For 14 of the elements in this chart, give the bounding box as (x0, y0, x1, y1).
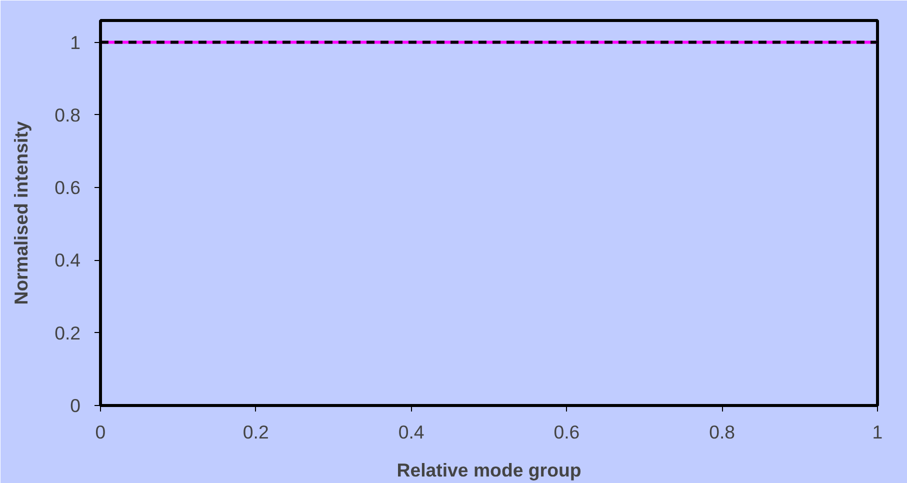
x-axis-title: Relative mode group (396, 460, 582, 480)
y-tick-label: 0.8 (54, 104, 81, 126)
x-tick-label: 0 (95, 422, 106, 442)
y-tick-label: 0.4 (54, 250, 81, 271)
x-tick-label: 0.4 (398, 422, 424, 442)
x-tick-label: 0.2 (242, 422, 269, 442)
y-axis-title: Normalised intensity (10, 120, 32, 305)
x-tick-label: 1 (872, 422, 883, 442)
y-tick-label: 1 (70, 32, 81, 53)
x-tick-label: 0.8 (709, 422, 736, 442)
y-tick-label: 0 (70, 395, 81, 416)
y-tick-label: 0.2 (54, 322, 81, 344)
y-tick-label: 0.6 (54, 177, 81, 198)
x-tick-label: 0.6 (554, 422, 580, 442)
